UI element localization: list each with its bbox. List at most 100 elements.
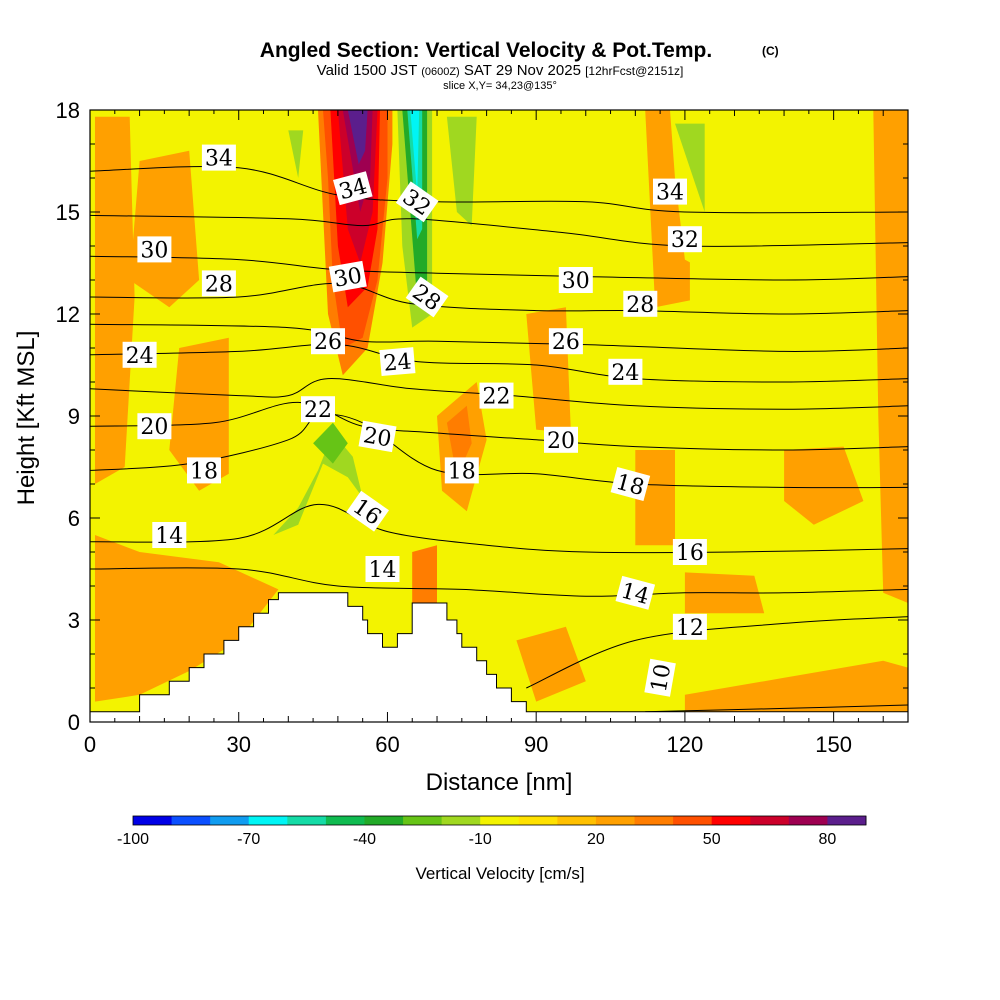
velocity-region — [446, 405, 472, 478]
isentrope-label-text: 26 — [314, 330, 342, 355]
isentrope-label-box — [122, 341, 157, 368]
colorbar-label: Vertical Velocity [cm/s] — [415, 864, 584, 883]
isentrope-label-text: 34 — [205, 147, 233, 172]
colorbar-swatch — [480, 816, 520, 825]
isentrope-label-box — [653, 178, 687, 205]
velocity-region — [169, 337, 229, 491]
colorbar-swatch — [711, 816, 751, 825]
isentrope-label-text: 22 — [304, 398, 332, 423]
isentrope-label: 24 — [608, 358, 643, 386]
velocity-region — [95, 535, 279, 702]
velocity-region — [412, 545, 437, 603]
isentrope-label: 24 — [379, 347, 416, 377]
velocity-region — [675, 123, 705, 212]
velocity-region — [273, 433, 363, 535]
colorbar-swatch — [133, 816, 173, 825]
x-axis-label: Distance [nm] — [426, 769, 573, 796]
isentrope-32 — [90, 214, 908, 247]
isentrope-label: 14 — [365, 556, 400, 583]
isentrope-label-text: 26 — [552, 330, 580, 355]
colorbar-tick-label: -70 — [237, 831, 260, 848]
isentrope-label: 34 — [653, 178, 687, 206]
isentrope-label-text: 32 — [671, 228, 699, 253]
velocity-region — [551, 110, 576, 151]
isentrope-label-box — [301, 396, 335, 423]
x-axis: 0 30 60 90 120 150 — [84, 110, 909, 757]
isentrope-label-text: 34 — [656, 181, 684, 206]
y-axis-label: Height [Kft MSL] — [13, 331, 40, 506]
isentrope-label: 32 — [667, 226, 702, 253]
y-tick-label: 3 — [68, 608, 80, 633]
isentrope-label-text: 20 — [140, 415, 168, 440]
y-tick-label: 12 — [56, 302, 80, 327]
isentrope-label: 28 — [623, 290, 658, 318]
isentrope-label-text: 30 — [140, 238, 168, 263]
isentrope-label-box — [544, 426, 578, 453]
isentrope-label-box — [608, 358, 643, 385]
velocity-region — [351, 110, 364, 138]
isentrope-label-text: 10 — [647, 662, 676, 694]
isentrope-10 — [645, 704, 908, 713]
velocity-region — [784, 446, 864, 525]
isentrope-label: 20 — [358, 420, 397, 453]
valid-utc: (0600Z) — [421, 66, 460, 78]
isentrope-12 — [526, 616, 908, 689]
isentrope-label-box — [623, 290, 658, 317]
isentrope-label-box — [328, 260, 367, 293]
isentrope-label-text: 28 — [205, 272, 233, 297]
isentrope-label-box — [152, 522, 187, 548]
isentrope-label-text: 14 — [369, 558, 397, 583]
isentrope-label-box — [548, 328, 583, 355]
colorbar-tick-label: -10 — [469, 831, 492, 848]
isentrope-label-box — [201, 144, 236, 171]
isentrope-label-text: 24 — [611, 361, 639, 386]
isentrope-label: 18 — [610, 467, 651, 501]
isentrope-label-box — [644, 658, 676, 697]
isentrope-label-box — [365, 556, 400, 582]
isentrope-22 — [90, 378, 908, 410]
velocity-region — [313, 422, 348, 464]
colorbar-swatch — [595, 816, 636, 825]
isentrope-label-text: 24 — [126, 344, 154, 369]
isentrope-label-box — [311, 328, 345, 355]
isentrope-label-box — [346, 490, 389, 532]
isentrope-20 — [90, 401, 908, 451]
colorbar-swatch — [557, 816, 597, 825]
isentrope-14 — [90, 567, 908, 597]
y-tick-label: 15 — [56, 200, 80, 225]
x-tick-label: 30 — [226, 732, 250, 757]
colorbar-swatch — [750, 816, 790, 825]
isentrope-label-text: 28 — [626, 293, 654, 318]
velocity-field — [95, 110, 908, 712]
y-axis: 0 3 6 9 12 15 18 — [56, 98, 908, 735]
isentrope-label: 34 — [201, 144, 236, 172]
forecast-info: [12hrFcst@2151z] — [585, 64, 683, 78]
isentrope-label: 24 — [122, 341, 157, 369]
isentrope-label: 26 — [311, 328, 345, 355]
colorbar-tick-label: -40 — [353, 831, 376, 848]
y-tick-label: 9 — [68, 404, 80, 429]
isentrope-24 — [90, 343, 908, 383]
isentrope-label-text: 20 — [547, 429, 575, 454]
isentrope-label-box — [137, 413, 172, 440]
isentrope-label-box — [444, 457, 479, 484]
isentrope-label-box — [379, 347, 416, 377]
isentrope-26 — [90, 323, 908, 352]
valid-line: Valid 1500 JST (0600Z) SAT 29 Nov 2025 [… — [317, 62, 684, 79]
isentrope-label: 28 — [201, 270, 236, 297]
colorbar-swatch — [248, 816, 288, 825]
colorbar-tick-label: -100 — [117, 831, 149, 848]
isentrope-label-text: 20 — [361, 423, 393, 452]
isentrope-16 — [90, 503, 908, 554]
velocity-region — [684, 660, 908, 712]
isentrope-label: 30 — [137, 236, 172, 263]
isentrope-label: 20 — [137, 413, 172, 440]
isentrope-label-text: 16 — [676, 541, 704, 566]
isentrope-label-box — [201, 270, 236, 297]
colorbar-tick-label: 50 — [703, 831, 721, 848]
isentrope-label-text: 30 — [562, 269, 590, 294]
colorbar-swatch — [325, 816, 365, 825]
chart-title: Angled Section: Vertical Velocity & Pot.… — [260, 39, 712, 62]
